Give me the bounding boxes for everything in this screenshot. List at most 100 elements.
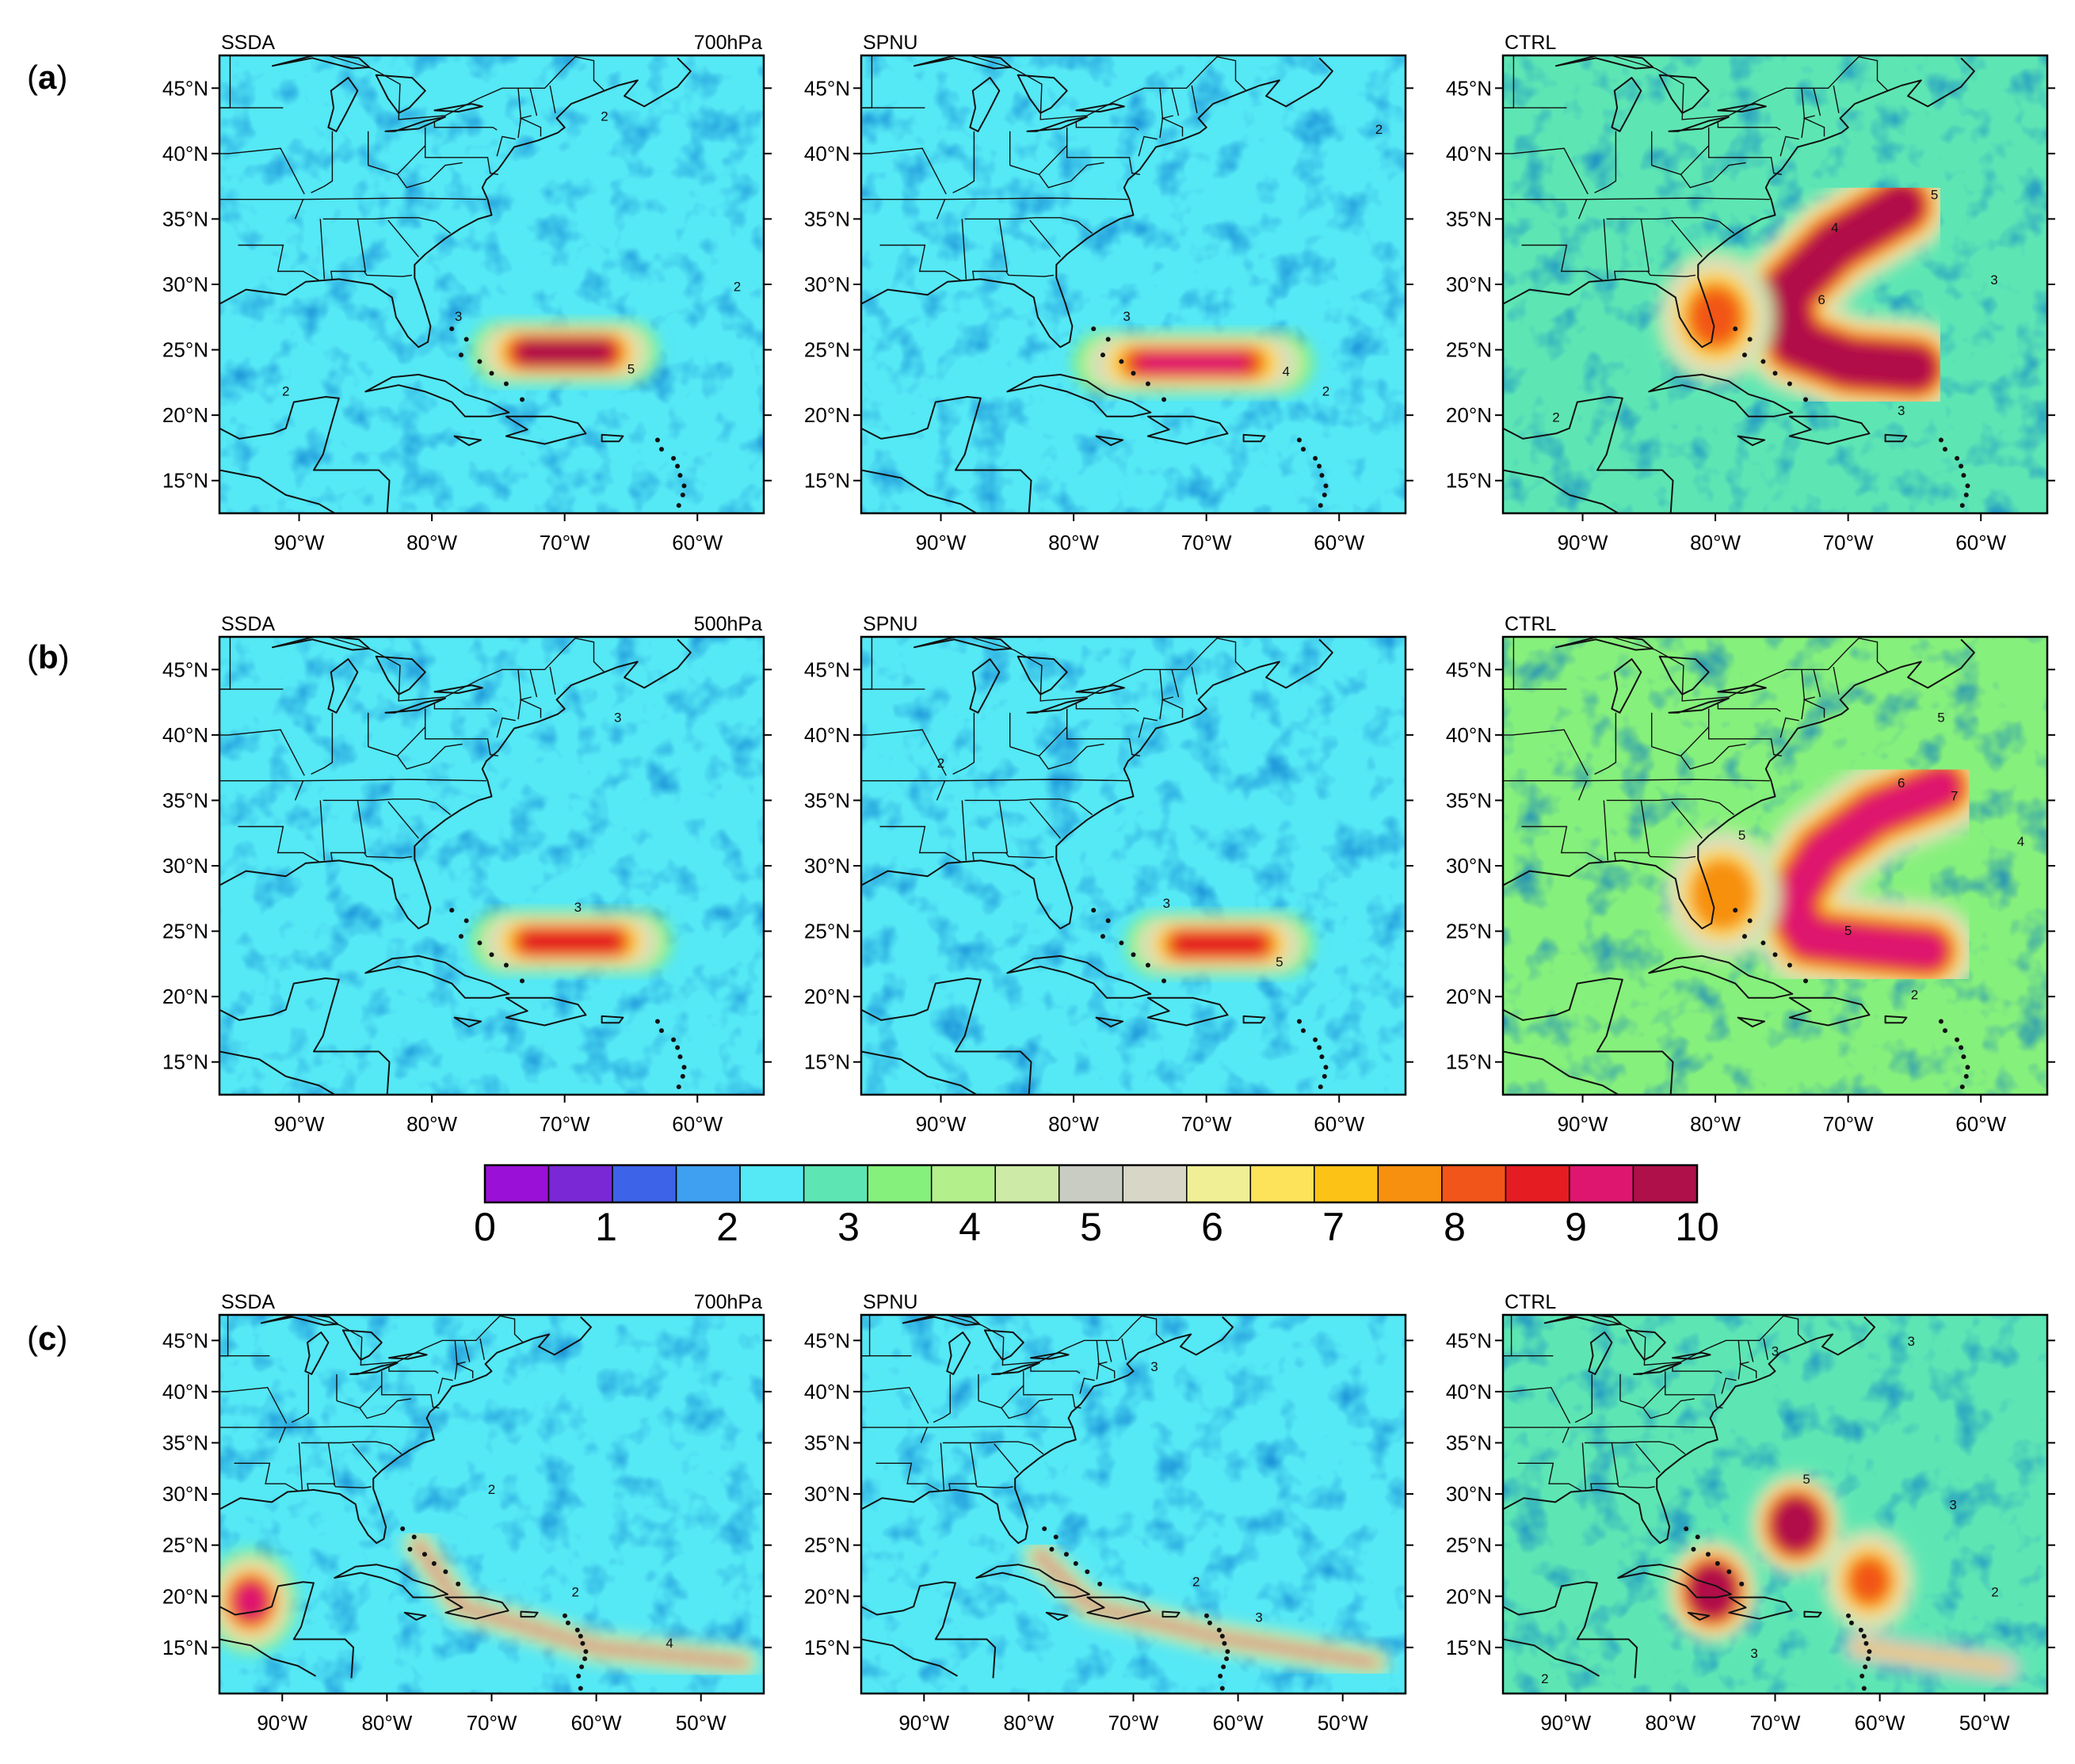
lat-tick-label: 40°N [1446,723,1492,747]
state-border [1594,712,1617,775]
state-border [961,219,967,280]
island-outline [1803,1610,1822,1618]
feature-layer [471,320,659,384]
island-dot [677,473,683,478]
island-outline [1161,1610,1181,1618]
island-dot [1218,1674,1223,1679]
lat-tick-label: 40°N [1446,142,1492,166]
state-border [940,1442,945,1490]
map-panel-ssda-1: 5 2 2 3 2 SSDA 700hPa 45°N 40°N 35°N 30°N 25°N 20°N 1… [162,32,772,554]
island-dot [1859,1674,1865,1679]
state-border [1030,1366,1081,1374]
coastline [861,1316,1234,1545]
state-border [1138,717,1158,738]
island-outline [601,433,624,443]
field-layer [1503,1315,2047,1694]
contour-label: 3 [1949,1497,1956,1512]
coastline [861,469,978,513]
lake-outline [969,77,1001,132]
lat-tick-label: 35°N [162,788,208,812]
island-dot [1063,1552,1069,1557]
lon-tick-label: 90°W [274,531,325,554]
state-border [298,1442,303,1490]
state-border [952,712,975,775]
state-border [549,666,556,695]
state-border [219,1386,288,1424]
contour-label: 2 [1375,122,1383,137]
island-dot [580,1640,586,1646]
lat-tick-label: 35°N [162,1431,208,1454]
basemap: 3 4 2 2 [861,55,1383,513]
colorbar-swatch [1186,1164,1252,1203]
state-border [1802,696,1825,718]
island-outline [403,1611,427,1621]
island-dot [654,437,660,443]
island-dot [578,1686,583,1691]
state-border [1517,1462,1582,1492]
field-variability [861,637,1406,1095]
island-dot [1091,908,1097,913]
island-dot [574,1627,580,1633]
island-outline [975,1564,1090,1598]
island-dot [565,1620,570,1625]
lat-tick-label: 20°N [162,403,208,427]
state-border [437,1377,453,1394]
coastline [861,349,1032,513]
island-dot [578,1633,583,1639]
lat-tick-label: 45°N [162,1328,208,1352]
island-dot [489,952,494,958]
field-layer [861,1315,1406,1694]
island-outline [1045,1611,1069,1621]
state-border [1005,271,1055,277]
island-dot [583,1649,589,1655]
lake-outline [375,74,426,114]
colorbar-swatch [994,1164,1060,1203]
feature-mark [1692,290,1739,345]
lat-tick-label: 40°N [804,1380,850,1404]
state-border [1171,88,1180,116]
lake-outline [1658,655,1710,695]
field-layer [861,55,1406,513]
lat-tick-label: 25°N [804,338,850,362]
island-dot [1733,908,1738,913]
state-border [529,669,538,698]
state-border [1009,165,1039,175]
contour-label: 2 [734,279,741,294]
lat-tick-label: 20°N [162,985,208,1008]
island-dot [1861,1686,1867,1691]
colorbar-swatch [867,1164,933,1203]
state-border [425,708,499,756]
state-border [387,801,419,839]
state-border [1038,145,1104,189]
state-border [1651,165,1681,175]
island-dot [1961,1054,1966,1060]
coastline [219,1545,355,1678]
island-dot [1760,940,1766,946]
state-border [1029,219,1061,257]
state-border [1562,1427,1570,1443]
lake-outline [341,1329,383,1361]
state-border [879,244,962,281]
island-dot [1741,934,1747,939]
state-border [1613,219,1650,281]
state-border [971,219,1009,281]
lake-outline [1611,77,1642,132]
island-dot [1091,326,1097,332]
state-border [381,1371,440,1409]
feature-mark [1139,352,1247,373]
lat-tick-label: 30°N [804,1482,850,1506]
colorbar-tick-label: 3 [837,1205,860,1249]
island-outline [1788,996,1871,1027]
state-border [1463,330,1490,337]
field-layer [1503,637,2047,1095]
lon-tick-label: 60°W [672,1112,723,1136]
lon-tick-label: 70°W [1181,531,1232,554]
island-dot [671,455,677,461]
state-border [1521,825,1604,863]
island-dot [1747,337,1753,342]
state-border [936,780,946,801]
island-dot [654,1019,660,1024]
state-border [1001,1385,1053,1419]
lon-tick-label: 90°W [1558,531,1608,554]
lake-outline [1026,116,1088,132]
